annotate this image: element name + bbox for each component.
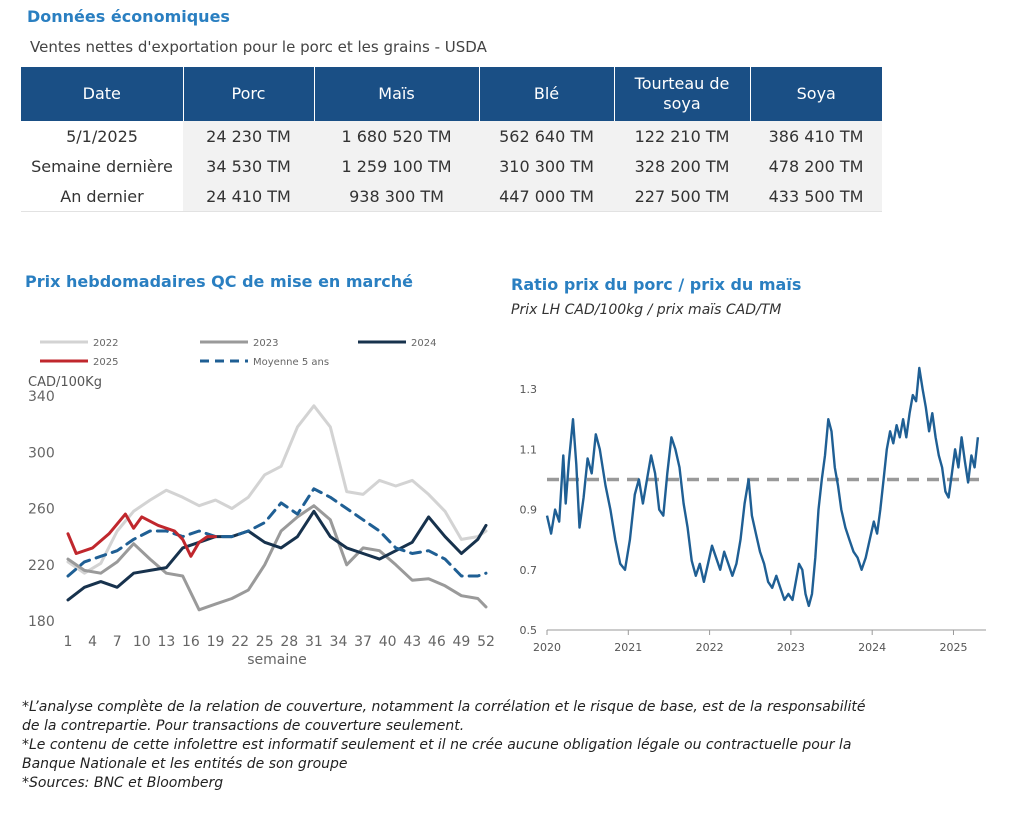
- ratio-subtitle: Prix LH CAD/100kg / prix maïs CAD/TM: [511, 302, 782, 318]
- footnote: *Sources: BNC et Bloomberg: [22, 775, 224, 791]
- cell-value: 310 300 TM: [479, 151, 614, 181]
- series-line-2022: [66, 404, 488, 575]
- y-tick-label: 180: [28, 614, 55, 630]
- x-tick-label: 13: [157, 634, 175, 650]
- series-line-2025: [66, 512, 217, 558]
- footnotes: *L’analyse complète de la relation de co…: [22, 698, 882, 793]
- table-header-row: Date Porc Maïs Blé Tourteau de soya Soya: [21, 67, 882, 121]
- y-tick-label: 260: [28, 502, 55, 518]
- cell-value: 34 530 TM: [183, 151, 314, 181]
- economics-subtitle: Ventes nettes d'exportation pour le porc…: [30, 38, 487, 56]
- y-axis-label: CAD/100Kg: [28, 375, 102, 390]
- weekly-prices-title: Prix hebdomadaires QC de mise en marché: [25, 272, 413, 291]
- x-tick-label: 2021: [614, 641, 642, 654]
- cell-value: 328 200 TM: [614, 151, 750, 181]
- cell-value: 433 500 TM: [750, 181, 882, 212]
- cell-value: 1 259 100 TM: [314, 151, 479, 181]
- legend-label: Moyenne 5 ans: [253, 357, 329, 368]
- x-tick-label: 34: [330, 634, 348, 650]
- x-tick-label: 10: [133, 634, 151, 650]
- table-row: An dernier 24 410 TM 938 300 TM 447 000 …: [21, 181, 882, 212]
- y-tick-label: 300: [28, 445, 55, 461]
- cell-value: 1 680 520 TM: [314, 121, 479, 151]
- x-tick-label: 2025: [939, 641, 967, 654]
- cell-value: 24 410 TM: [183, 181, 314, 212]
- x-tick-label: 16: [182, 634, 200, 650]
- header-date: Date: [21, 67, 184, 121]
- x-tick-label: 25: [256, 634, 274, 650]
- legend-label: 2024: [411, 338, 436, 349]
- x-tick-label: 2024: [858, 641, 886, 654]
- y-tick-label: 0.9: [520, 504, 538, 517]
- x-tick-label: 7: [113, 634, 122, 650]
- cell-value: 227 500 TM: [614, 181, 750, 212]
- cell-value: 447 000 TM: [479, 181, 614, 212]
- cell-value: 562 640 TM: [479, 121, 614, 151]
- cell-value: 478 200 TM: [750, 151, 882, 181]
- x-tick-label: 43: [403, 634, 421, 650]
- x-tick-label: 19: [207, 634, 225, 650]
- x-tick-label: 46: [428, 634, 446, 650]
- footnote: *Le contenu de cette infolettre est info…: [22, 737, 852, 772]
- legend-label: 2025: [93, 357, 118, 368]
- header-mais: Maïs: [314, 67, 480, 121]
- y-tick-label: 340: [28, 389, 55, 405]
- legend-label: 2023: [253, 338, 278, 349]
- cell-value: 938 300 TM: [314, 181, 479, 212]
- cell-date: An dernier: [21, 181, 183, 212]
- x-axis-label: semaine: [247, 652, 307, 668]
- cell-date: 5/1/2025: [21, 121, 183, 151]
- x-tick-label: 22: [231, 634, 249, 650]
- export-sales-table: Date Porc Maïs Blé Tourteau de soya Soya…: [21, 67, 882, 212]
- table-row: Semaine dernière 34 530 TM 1 259 100 TM …: [21, 151, 882, 181]
- y-tick-label: 0.7: [520, 564, 538, 577]
- x-tick-label: 52: [477, 634, 495, 650]
- series-line-2023: [66, 504, 488, 612]
- header-porc: Porc: [183, 67, 315, 121]
- x-tick-label: 31: [305, 634, 323, 650]
- x-tick-label: 4: [88, 634, 97, 650]
- x-tick-label: 49: [452, 634, 470, 650]
- cell-date: Semaine dernière: [21, 151, 183, 181]
- footnote: *L’analyse complète de la relation de co…: [22, 699, 866, 734]
- legend-label: 2022: [93, 338, 118, 349]
- ratio-title: Ratio prix du porc / prix du maïs: [511, 275, 802, 294]
- y-tick-label: 220: [28, 558, 55, 574]
- series-line-2024: [66, 509, 488, 602]
- series-line-moyenne-5-ans: [66, 487, 488, 578]
- x-tick-label: 28: [280, 634, 298, 650]
- x-tick-label: 1: [64, 634, 73, 650]
- x-tick-label: 2022: [696, 641, 724, 654]
- ratio-chart: 0.5 0.7 0.9 1.1 1.3 2020 2021 2022 2023 2024 2025: [520, 366, 986, 654]
- ratio-series-line: [545, 366, 980, 608]
- header-tourteau: Tourteau de soya: [614, 67, 751, 121]
- x-tick-label: 2020: [533, 641, 561, 654]
- header-ble: Blé: [479, 67, 615, 121]
- table-row: 5/1/2025 24 230 TM 1 680 520 TM 562 640 …: [21, 121, 882, 151]
- weekly-prices-chart: 2022 2023 2024 2025 Moyenne 5 ans CAD/100Kg 18…: [28, 338, 495, 668]
- header-soya: Soya: [750, 67, 882, 121]
- cell-value: 386 410 TM: [750, 121, 882, 151]
- x-tick-label: 37: [354, 634, 372, 650]
- y-tick-label: 1.3: [520, 383, 538, 396]
- cell-value: 24 230 TM: [183, 121, 314, 151]
- y-tick-label: 1.1: [520, 443, 538, 456]
- economics-title: Données économiques: [27, 7, 230, 26]
- x-tick-label: 40: [379, 634, 397, 650]
- cell-value: 122 210 TM: [614, 121, 750, 151]
- y-tick-label: 0.5: [520, 624, 538, 637]
- x-tick-label: 2023: [777, 641, 805, 654]
